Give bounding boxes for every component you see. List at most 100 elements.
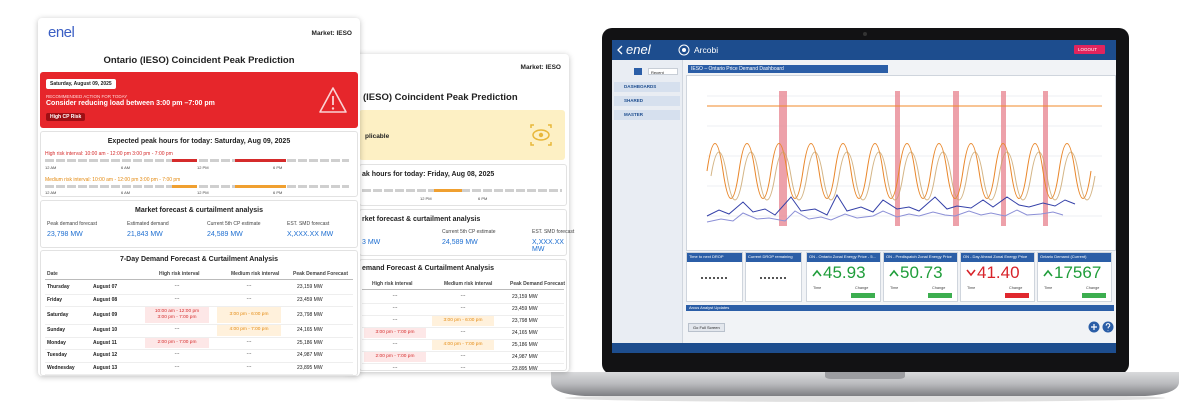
table-header: Medium risk interval [444,281,493,287]
table-row: 2:00 pm - 7:00 pm --- 24,987 MW [362,351,564,364]
app-icon [678,44,690,56]
change-pill [851,293,875,298]
prediction-card: enel Market: IESO Ontario (IESO) Coincid… [38,18,360,376]
table-row: Sunday August 10 --- 4:00 pm - 7:00 pm 24,16… [45,324,353,338]
risk-cell: --- [364,316,426,326]
sidebar-item[interactable]: SHARED [614,96,680,106]
high-segment [235,159,286,162]
direction-arrow [889,269,899,277]
table-row: Friday August 08 --- --- 23,459 MW [45,294,353,307]
back-icon[interactable] [617,45,623,55]
forecast-value: 21,843 MW [127,231,163,238]
hour-bar [362,189,562,192]
app-name: Arcobi [694,45,719,55]
dashboard-title: IESO – Ontario Price Demand Dashboard [688,65,888,73]
peak-demand: 24,165 MW [512,330,538,336]
dashboard-screen: enel Arcobi LOGOUT Recent DASHBOARDS SHAR… [612,40,1116,353]
date: August 07 [93,284,118,291]
risk-cell: --- [217,363,281,374]
forecast-box: rket forecast & curtailment analysis Cur… [359,209,574,256]
peak-title: Expected peak hours for today: Saturday,… [107,138,291,145]
tile-title: ON - Day Ahead Zonal Energy Price [961,253,1034,262]
medium-segment [235,185,286,188]
day: Sunday [47,327,66,334]
risk-interval: --- [460,330,466,335]
table-row: Monday August 11 2:00 pm - 7:00 pm --- 25,18… [45,337,353,350]
risk-cell: --- [432,292,494,302]
recent-dropdown[interactable]: Recent [648,68,678,75]
risk-interval: 3:00 pm - 7:00 pm [375,330,415,335]
forecast-value: 24,589 MW [207,231,243,238]
date: August 09 [93,312,118,318]
forecast-value: X,XXX.XX MW [532,239,564,253]
day: Monday [47,339,66,346]
risk-cell: --- [364,292,426,302]
risk-interval: 2:00 pm - 7:00 pm [157,339,197,345]
peak-demand: 23,459 MW [512,306,538,312]
sidebar-item[interactable]: MASTER [614,110,680,120]
axis-label: 6 PM [273,165,283,170]
risk-badge: High CP Risk [46,113,86,121]
peak-demand: 23,159 MW [512,294,538,300]
peak-title: ak hours for today: Friday, Aug 08, 2025 [362,171,495,178]
tile-title: Ontario Demand (Current) [1038,253,1111,262]
risk-interval: --- [460,366,466,371]
forecast-value: X,XXX.XX MW [287,231,334,238]
peak-demand: 24,987 MW [512,354,538,360]
date: August 13 [93,364,118,371]
high-segment [172,159,197,162]
forecast-label: Current 5th CP estimate [207,221,261,227]
help-buttons[interactable] [1088,320,1116,334]
axis-label: 12 PM [197,190,209,195]
search-button[interactable] [634,68,642,75]
table-row: --- --- 23,159 MW [362,291,564,304]
forecast-value: 23,798 MW [47,231,83,238]
risk-interval: --- [246,364,252,370]
alert-label: RECOMMENDED ACTION FOR TODAY [46,94,128,99]
drop-tile: Time to next DROP [686,252,743,302]
risk-cell: 2:00 pm - 7:00 pm [364,352,426,362]
price-tile: ON - Day Ahead Zonal Energy Price 41.40 Ti… [960,252,1035,302]
tile-title: ON - Ontario Zonal Energy Price - 5... [807,253,880,262]
logout-button[interactable]: LOGOUT [1074,45,1106,54]
risk-cell: --- [364,340,426,350]
fullscreen-button[interactable]: Go Full Screen [688,323,725,332]
peak-demand: 23,459 MW [297,296,323,303]
risk-interval: --- [246,284,252,290]
warning-icon [319,87,347,113]
risk-interval: 3:00 pm - 6:00 pm [443,318,483,323]
tile-value: 50.73 [900,263,943,282]
header-rule [362,289,564,290]
back-card: Market: IESO (IESO) Coincident Peak Pred… [345,54,574,372]
sidebar-item[interactable]: DASHBOARDS [614,82,680,92]
change-pill [1082,293,1106,298]
table-row: Tuesday August 12 --- --- 24,987 MW [45,349,353,363]
peak-demand: 23,159 MW [297,284,323,291]
top-bar: enel Arcobi LOGOUT [612,40,1116,60]
risk-interval: --- [246,339,252,345]
forecast-table: 7-Day Demand Forecast & Curtailment Anal… [40,250,358,376]
risk-interval: --- [174,284,180,290]
alert-date: Saturday, August 09, 2025 [46,79,116,89]
change-label: Change [932,286,946,290]
peak-demand: 23,895 MW [297,364,323,371]
tile-title: Time to next DROP [687,253,742,262]
risk-interval: --- [392,342,398,347]
forecast-label: Peak demand forecast [47,221,98,227]
risk-interval: --- [174,327,180,333]
table-row: --- 3:00 pm - 6:00 pm 23,798 MW [362,315,564,328]
forecast-label: Current 5th CP estimate [442,229,496,235]
risk-interval: --- [460,294,466,299]
day: Saturday [47,312,69,318]
risk-interval: 4:00 pm - 7:00 pm [443,342,483,347]
risk-cell: --- [364,364,426,370]
risk-interval: 10:00 am - 12:00 pm [154,309,200,314]
chart-panel [686,75,1116,251]
risk-cell: 3:00 pm - 6:00 pm [432,316,494,326]
table-header: Peak Demand Forecast [510,281,566,287]
price-tile: ON - Ontario Zonal Energy Price - 5... 45… [806,252,881,302]
forecast-value: 24,589 MW [442,239,478,246]
day: Wednesday [47,364,75,371]
peak-demand: 24,987 MW [297,352,323,359]
table-row: --- --- 23,459 MW [362,303,564,316]
